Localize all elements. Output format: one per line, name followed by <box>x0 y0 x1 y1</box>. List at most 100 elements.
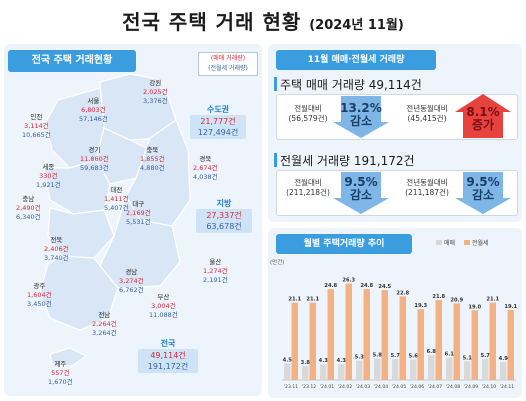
bar-rent-5 <box>381 290 388 380</box>
sale-total-marker <box>274 77 277 91</box>
bar-sale-12 <box>500 362 507 380</box>
bar-rent-9 <box>453 303 460 380</box>
value-label-rent-12: 19.1 <box>504 304 517 310</box>
rent-mom-label: 전월대비 (211,218건) <box>286 178 330 197</box>
legend-swatch-sale <box>436 240 442 245</box>
chart-title: 월별 주택거래량 추이 <box>276 234 412 254</box>
bar-rent-12 <box>507 309 514 380</box>
monthly-trend-chart: (만건) 매매 전월세 4.5 21.1 '23.11 3.8 21.1 '23.12 4.3 24… <box>270 239 518 390</box>
region-jeju: 제주 557건 1,670건 <box>48 360 73 386</box>
value-label-sale-11: 5.7 <box>481 353 491 359</box>
bar-sale-6 <box>392 359 399 380</box>
sale-mom-label: 전월대비 (56,579건) <box>288 104 328 123</box>
value-label-rent-6: 22.8 <box>396 290 409 296</box>
region-gangwon: 강원 2,025건 3,376건 <box>143 79 168 105</box>
rent-total-marker <box>274 153 277 167</box>
legend-label-sale: 매매 <box>444 239 455 247</box>
region-chungnam: 충남 2,490건 6,340건 <box>16 195 41 221</box>
sale-total-line: 주택 매매 거래량 49,114건 <box>274 76 422 93</box>
value-label-rent-9: 20.9 <box>450 297 463 303</box>
region-ulsan: 울산 1,274건 2,191건 <box>203 258 228 284</box>
legend-label-rent: 전월세 <box>472 239 489 247</box>
value-label-sale-9: 6.1 <box>445 352 455 358</box>
value-label-sale-6: 5.7 <box>391 353 401 359</box>
x-tick-label-6: '24.05 <box>392 384 406 390</box>
x-tick-label-11: '24.10 <box>482 384 496 390</box>
region-jeonnam: 전남 2,264건 3,264건 <box>92 311 117 337</box>
value-label-rent-3: 26.3 <box>342 278 355 284</box>
legend-sale: (매매 거래량) <box>210 55 246 62</box>
rent-yoy-label: 전년동월대비 (211,187건) <box>405 178 449 197</box>
map-legend: (매매 거래량) (전월세 거래량) <box>198 52 258 76</box>
x-tick-label-2: '24.01 <box>320 384 334 390</box>
map-region-jeonbuk <box>47 207 115 259</box>
value-label-sale-4: 5.3 <box>355 355 365 361</box>
bar-sale-2 <box>320 364 327 380</box>
bar-rent-6 <box>399 296 406 380</box>
map-region-jeonnam <box>39 255 119 331</box>
bar-sale-4 <box>356 360 363 380</box>
bar-sale-11 <box>482 359 489 380</box>
value-label-rent-4: 24.8 <box>360 283 373 289</box>
x-tick-label-4: '24.03 <box>356 384 370 390</box>
x-tick-label-10: '24.09 <box>464 384 478 390</box>
bar-sale-0 <box>284 363 291 380</box>
value-label-sale-3: 4.3 <box>337 358 347 364</box>
rent-mom-change: 9.5% 감소 <box>344 175 378 202</box>
region-gyeongbuk: 경북 2,674건 4,038건 <box>193 155 218 181</box>
value-label-sale-0: 4.5 <box>283 358 293 364</box>
value-label-sale-10: 5.1 <box>463 355 473 361</box>
value-label-sale-2: 4.3 <box>319 358 329 364</box>
region-capital-area: 수도권 21,777건 127,494건 <box>190 104 246 139</box>
region-incheon: 인천 3,114건 10,665건 <box>22 113 51 139</box>
x-tick-label-0: '23.11 <box>284 384 298 390</box>
bar-rent-4 <box>363 289 370 380</box>
map-region-chungnam <box>43 159 111 215</box>
page-title-date: (2024년 11월) <box>309 18 404 33</box>
region-gwangju: 광주 1,604건 3,450건 <box>27 282 52 308</box>
chart-unit-label: (만건) <box>270 258 284 266</box>
sale-yoy-label: 전년동월대비 (45,415건) <box>406 104 448 123</box>
x-tick-label-5: '24.04 <box>374 384 388 390</box>
bar-rent-10 <box>471 310 478 380</box>
regional-panel-header: 전국 주택 거래현황 <box>8 50 136 72</box>
value-label-sale-8: 6.8 <box>427 349 437 355</box>
bar-sale-5 <box>374 358 381 380</box>
sale-total-label: 주택 매매 거래량 49,114건 <box>280 78 422 92</box>
value-label-rent-11: 21.1 <box>486 297 499 303</box>
bar-rent-2 <box>327 289 334 380</box>
value-label-sale-7: 5.6 <box>409 353 419 359</box>
x-tick-label-1: '23.12 <box>302 384 316 390</box>
region-daegu: 대구 2,169건 5,531건 <box>126 200 151 226</box>
value-label-rent-1: 21.1 <box>306 297 319 303</box>
value-label-rent-2: 24.8 <box>324 283 337 289</box>
region-gyeonggi: 경기 11,860건 59,683건 <box>80 146 109 172</box>
value-label-rent-10: 19.0 <box>468 304 481 310</box>
region-busan: 부산 3,004건 11,088건 <box>149 293 178 319</box>
bar-rent-8 <box>435 300 442 380</box>
region-seoul: 서울 6,803건 57,146건 <box>79 97 108 123</box>
value-label-rent-7: 19.3 <box>414 303 427 309</box>
bar-sale-10 <box>464 361 471 380</box>
bar-rent-11 <box>489 302 496 380</box>
x-tick-label-3: '24.02 <box>338 384 352 390</box>
value-label-sale-12: 4.9 <box>499 356 509 362</box>
bar-sale-1 <box>302 366 309 380</box>
value-label-sale-1: 3.8 <box>301 360 311 366</box>
legend-swatch-rent <box>464 240 470 245</box>
bar-rent-0 <box>291 302 298 380</box>
rent-total-line: 전월세 거래량 191,172건 <box>274 152 415 169</box>
region-daejeon: 대전 1,411건 5,407건 <box>104 186 129 212</box>
x-tick-label-9: '24.08 <box>446 384 460 390</box>
value-label-rent-5: 24.5 <box>378 284 391 290</box>
region-chungbuk: 충북 1,855건 4,880건 <box>140 146 165 172</box>
region-local-area: 지방 27,337건 63,678건 <box>196 198 252 233</box>
value-label-sale-5: 5.8 <box>373 353 383 359</box>
rent-total-label: 전월세 거래량 191,172건 <box>280 154 415 168</box>
sale-mom-change: 13.2% 감소 <box>340 101 382 128</box>
region-sejong: 세종 330건 1,921건 <box>36 163 61 189</box>
region-gyeongnam: 경남 3,274건 6,762건 <box>119 268 144 294</box>
value-label-rent-0: 21.1 <box>288 297 301 303</box>
value-label-rent-8: 21.8 <box>432 294 445 300</box>
